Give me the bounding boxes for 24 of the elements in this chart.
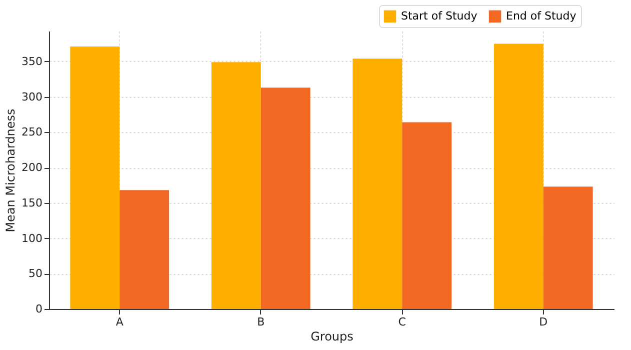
x-axis-title: Groups: [310, 330, 354, 344]
y-axis-title: Mean Microhardness: [4, 108, 18, 232]
y-tick-label: 200: [22, 161, 42, 174]
bar: [260, 88, 310, 309]
y-tick-label: 0: [36, 302, 42, 316]
y-tick-label: 100: [22, 232, 42, 245]
bar: [543, 186, 593, 309]
bar: [70, 46, 120, 309]
legend-label: End of Study: [506, 9, 577, 22]
x-tick-label: D: [539, 316, 548, 328]
y-tick-label: 350: [22, 54, 42, 68]
bar: [494, 44, 544, 309]
y-tick-label: 300: [22, 90, 42, 104]
x-tick-label: C: [398, 316, 406, 328]
x-tick-label: B: [257, 316, 265, 328]
legend-label: Start of Study: [401, 9, 478, 22]
y-tick-label: 50: [28, 267, 42, 280]
bar: [402, 122, 452, 309]
bar: [352, 58, 402, 309]
y-tick-label: 250: [22, 126, 42, 139]
x-tick-label: A: [116, 316, 124, 328]
bar: [211, 62, 261, 309]
y-tick-label: 150: [22, 196, 42, 210]
bar: [120, 190, 170, 309]
